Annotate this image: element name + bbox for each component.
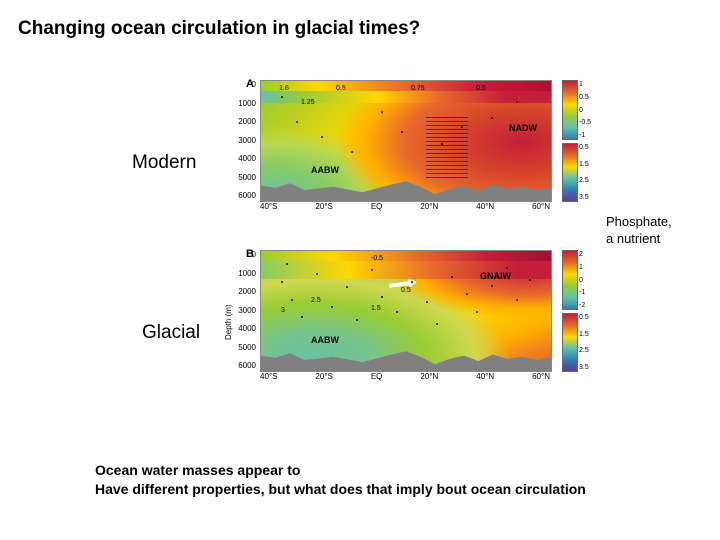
contour-b-4: 3 (281, 307, 285, 314)
yticks-b: 0 1000 2000 3000 4000 5000 6000 (230, 250, 256, 370)
panel-a: NADW AABW 1.6 0.5 1.25 0.75 0.5 (260, 80, 552, 202)
cb-a2-ticks: 0.5 1.5 2.5 3.5 (579, 144, 589, 201)
bottom-line2: Have different properties, but what does… (95, 481, 586, 497)
label-gnaiw: GNAIW (480, 271, 511, 281)
contour-a-4: 0.5 (476, 85, 486, 92)
colorbar-b2: 0.5 1.5 2.5 3.5 (562, 313, 578, 372)
bottom-text: Ocean water masses appear to Have differ… (95, 461, 586, 500)
label-modern: Modern (132, 152, 196, 174)
cb-b2-ticks: 0.5 1.5 2.5 3.5 (579, 314, 589, 371)
panel-b: GNAIW AABW -0.5 0.5 1.5 2.5 3 (260, 250, 552, 372)
bottom-line1: Ocean water masses appear to (95, 462, 300, 478)
xticks-a: 40°S 20°S EQ 20°N 40°N 60°N (260, 202, 550, 211)
contour-a-3: 0.75 (411, 85, 425, 92)
colorbar-a2: 0.5 1.5 2.5 3.5 (562, 143, 578, 202)
contour-a-1: 0.5 (336, 85, 346, 92)
cb-b1-ticks: 2 1 0 -1 -2 (579, 251, 585, 309)
contour-a-2: 1.25 (301, 99, 315, 106)
yticks-a: 0 1000 2000 3000 4000 5000 6000 (230, 80, 256, 200)
contour-b-0: -0.5 (371, 255, 383, 262)
side-label-line1: Phosphate, (606, 214, 672, 229)
contour-b-1: 0.5 (401, 287, 411, 294)
contour-b-3: 2.5 (311, 297, 321, 304)
label-aabw: AABW (311, 165, 339, 175)
cb-a1-ticks: 1 0.5 0 -0.5 -1 (579, 81, 591, 139)
xticks-b: 40°S 20°S EQ 20°N 40°N 60°N (260, 372, 550, 381)
label-nadw: NADW (509, 123, 537, 133)
colorbar-a1: 1 0.5 0 -0.5 -1 (562, 80, 578, 140)
contour-b-2: 1.5 (371, 305, 381, 312)
side-label-line2: a nutrient (606, 231, 660, 246)
side-label: Phosphate, a nutrient (606, 214, 672, 248)
label-aabw-b: AABW (311, 335, 339, 345)
colorbar-b1: 2 1 0 -1 -2 (562, 250, 578, 310)
contour-a-0: 1.6 (279, 85, 289, 92)
label-glacial: Glacial (142, 322, 200, 344)
page-title: Changing ocean circulation in glacial ti… (18, 18, 420, 40)
